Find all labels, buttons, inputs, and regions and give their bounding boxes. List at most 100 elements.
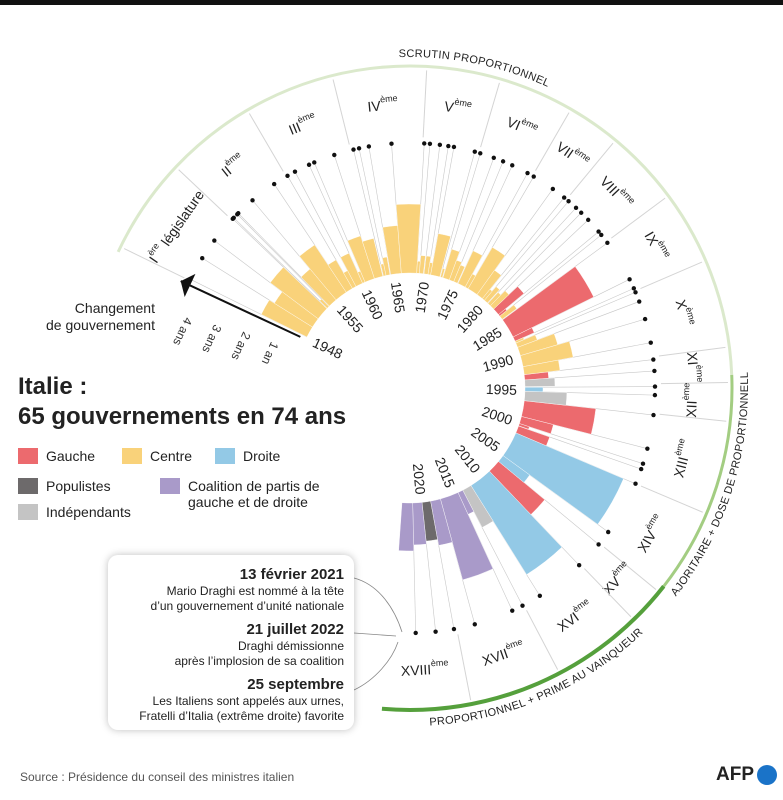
bar: [299, 244, 347, 301]
x-tick-label: 1955: [334, 302, 367, 336]
government-dot: [446, 143, 451, 149]
government-dot: [648, 340, 653, 345]
government-dot: [566, 199, 571, 204]
government-dot: [576, 563, 582, 568]
government-dot: [633, 481, 638, 486]
legislature-numeral: XIII: [670, 455, 691, 479]
system-label: PROPORTIONNEL + PRIME AU VAINQUEUR: [429, 626, 645, 729]
x-tick-label: 2010: [452, 442, 484, 477]
legislature-line: [332, 79, 350, 145]
system-arc: [662, 374, 734, 588]
legislature-sup: ème: [454, 97, 473, 110]
government-dot: [573, 205, 579, 211]
system-label-path: SCRUTIN PROPORTIONNEL: [399, 48, 552, 90]
legislature-label: IXème: [642, 227, 673, 263]
legislature-sup: ème: [673, 437, 687, 456]
bar: [269, 266, 328, 320]
legend-label: Droite: [243, 448, 281, 464]
legend-swatch: [122, 448, 142, 464]
government-dot: [510, 163, 515, 168]
x-tick-label: 2000: [480, 403, 515, 428]
government-dot: [637, 299, 642, 304]
bar: [499, 304, 517, 320]
legislature-line: [584, 568, 632, 618]
legend-swatch: [18, 448, 38, 464]
legislature-line: [480, 82, 500, 148]
legislature-line: [611, 197, 666, 239]
legislature-numeral: III: [286, 118, 303, 137]
x-tick-label: 1965: [388, 281, 408, 314]
government-dot: [640, 461, 646, 466]
government-dot: [472, 622, 477, 627]
legislature-sup: ème: [683, 306, 697, 326]
government-dot: [236, 211, 241, 216]
legislature-label: XVIIIème: [400, 658, 449, 679]
government-dot: [510, 608, 515, 613]
government-line: [453, 161, 504, 282]
legislature-numeral: VIII: [597, 173, 623, 199]
annotation-leader: [353, 641, 399, 691]
annotation-box: 13 février 2021 Mario Draghi est nommé à…: [108, 555, 354, 730]
bar: [490, 290, 510, 310]
legislature-line: [526, 610, 559, 670]
annotation-date: 13 février 2021: [239, 566, 344, 583]
legislature-numeral: XI: [684, 351, 701, 365]
annotation-line: Fratelli d’Italia (extrême droite) favor…: [139, 709, 344, 723]
legislature-line: [248, 113, 284, 172]
legislature-line: [569, 142, 614, 196]
bar: [382, 256, 391, 276]
bar: [440, 268, 446, 278]
legislature-label: IIème: [217, 150, 248, 180]
government-dot: [472, 149, 477, 154]
government-dot: [389, 141, 394, 146]
legislature-label: Ièrelégislature: [144, 185, 207, 265]
annotation-line: Mario Draghi est nommé à la tête: [166, 584, 344, 598]
legislature-sup: ème: [610, 559, 629, 579]
system-label-path: PROPORTIONNEL + PRIME AU VAINQUEUR: [429, 626, 645, 729]
government-dot: [642, 316, 648, 322]
government-dot: [651, 412, 656, 418]
government-dot: [605, 240, 610, 246]
government-line: [484, 201, 569, 301]
legend-item: Centre: [122, 448, 192, 464]
legislature-sup: ème: [681, 383, 692, 401]
legend-item: Indépendants: [18, 504, 131, 520]
annotation-line: après l’implosion de sa coalition: [174, 654, 344, 668]
bar: [442, 248, 460, 281]
government-dot: [586, 217, 591, 223]
legislature-sup: ème: [571, 596, 591, 614]
x-tick-label: 1975: [434, 287, 462, 322]
government-line: [514, 288, 634, 342]
legislature-label: XIIème: [680, 383, 700, 418]
legislature-numeral: VII: [554, 138, 577, 161]
x-tick-label: 2015: [432, 455, 458, 490]
bar: [498, 455, 531, 483]
bar: [512, 327, 535, 342]
legislature-label: IVème: [366, 93, 398, 114]
legend-label: Centre: [150, 448, 193, 464]
legislature-sup: ème: [520, 116, 540, 132]
annotation-line: Draghi démissionne: [237, 639, 344, 653]
legislature-numeral: V: [443, 98, 456, 115]
logo-dot: [757, 765, 777, 785]
bar: [423, 255, 432, 275]
legislature-sup: ème: [694, 364, 705, 382]
legislature-label: Vème: [443, 95, 473, 118]
legislature-word: législature: [157, 187, 207, 249]
annotation-date: 21 juillet 2022: [246, 621, 344, 638]
bar: [476, 269, 502, 299]
legislature-line: [603, 546, 657, 590]
annotation-leader: [353, 577, 403, 633]
government-dot: [231, 215, 236, 221]
x-tick-label: 1960: [359, 287, 387, 322]
legend-label: Coalition de partis de gauche et de droi…: [188, 478, 320, 510]
legend-swatch: [160, 478, 180, 494]
government-dot: [306, 162, 312, 167]
government-dot: [652, 384, 658, 389]
bar: [462, 485, 494, 528]
axis-note: Changement de gouvernement: [46, 300, 155, 334]
bar: [502, 266, 594, 338]
x-tick-label: 1980: [453, 302, 486, 336]
government-dot: [631, 286, 637, 291]
